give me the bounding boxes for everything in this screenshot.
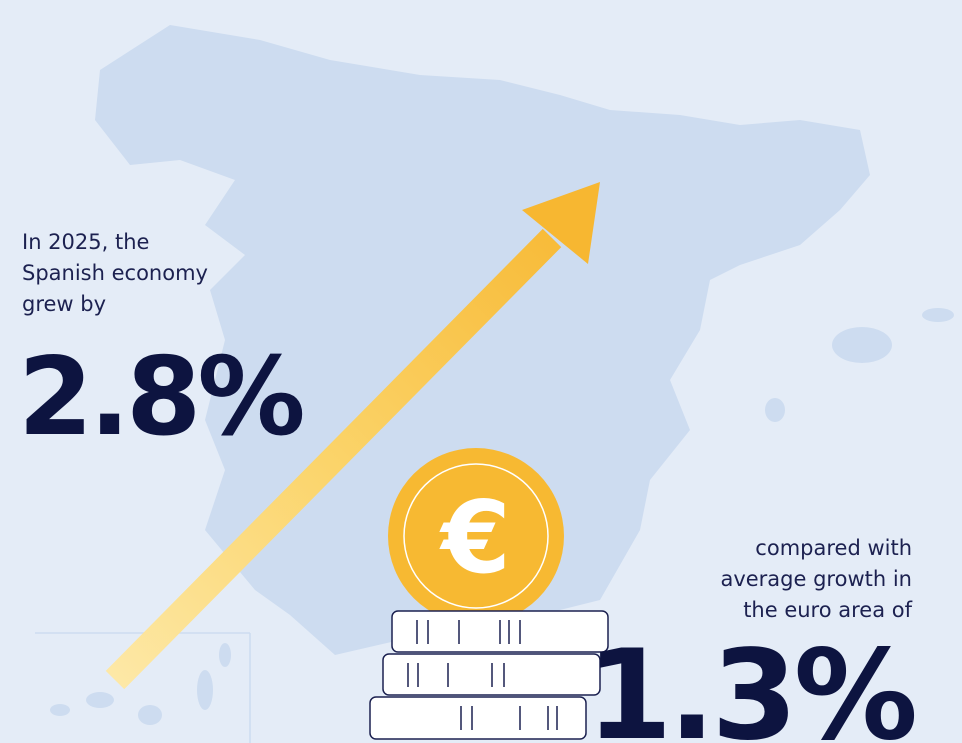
comparison-line: average growth in (720, 567, 912, 591)
coin (388, 448, 564, 624)
intro-line: In 2025, the (22, 230, 149, 254)
comparison-line: compared with (755, 536, 912, 560)
growth-arrow-head (522, 182, 600, 264)
coin-stack (369, 610, 609, 740)
island-mallorca (832, 327, 892, 363)
island-ibiza (765, 398, 785, 422)
intro-line: grew by (22, 292, 106, 316)
intro-figure: 2.8% (18, 335, 302, 460)
growth-arrow-shaft (105, 228, 562, 690)
coin-rim (403, 463, 549, 609)
intro-line: Spanish economy (22, 261, 208, 285)
canary-islands (50, 643, 231, 725)
canary-frame (35, 632, 251, 743)
comparison-line: the euro area of (743, 598, 912, 622)
coin-symbol: € (439, 479, 511, 596)
island-menorca (922, 308, 954, 322)
comparison-figure: 1.3% (586, 624, 915, 743)
